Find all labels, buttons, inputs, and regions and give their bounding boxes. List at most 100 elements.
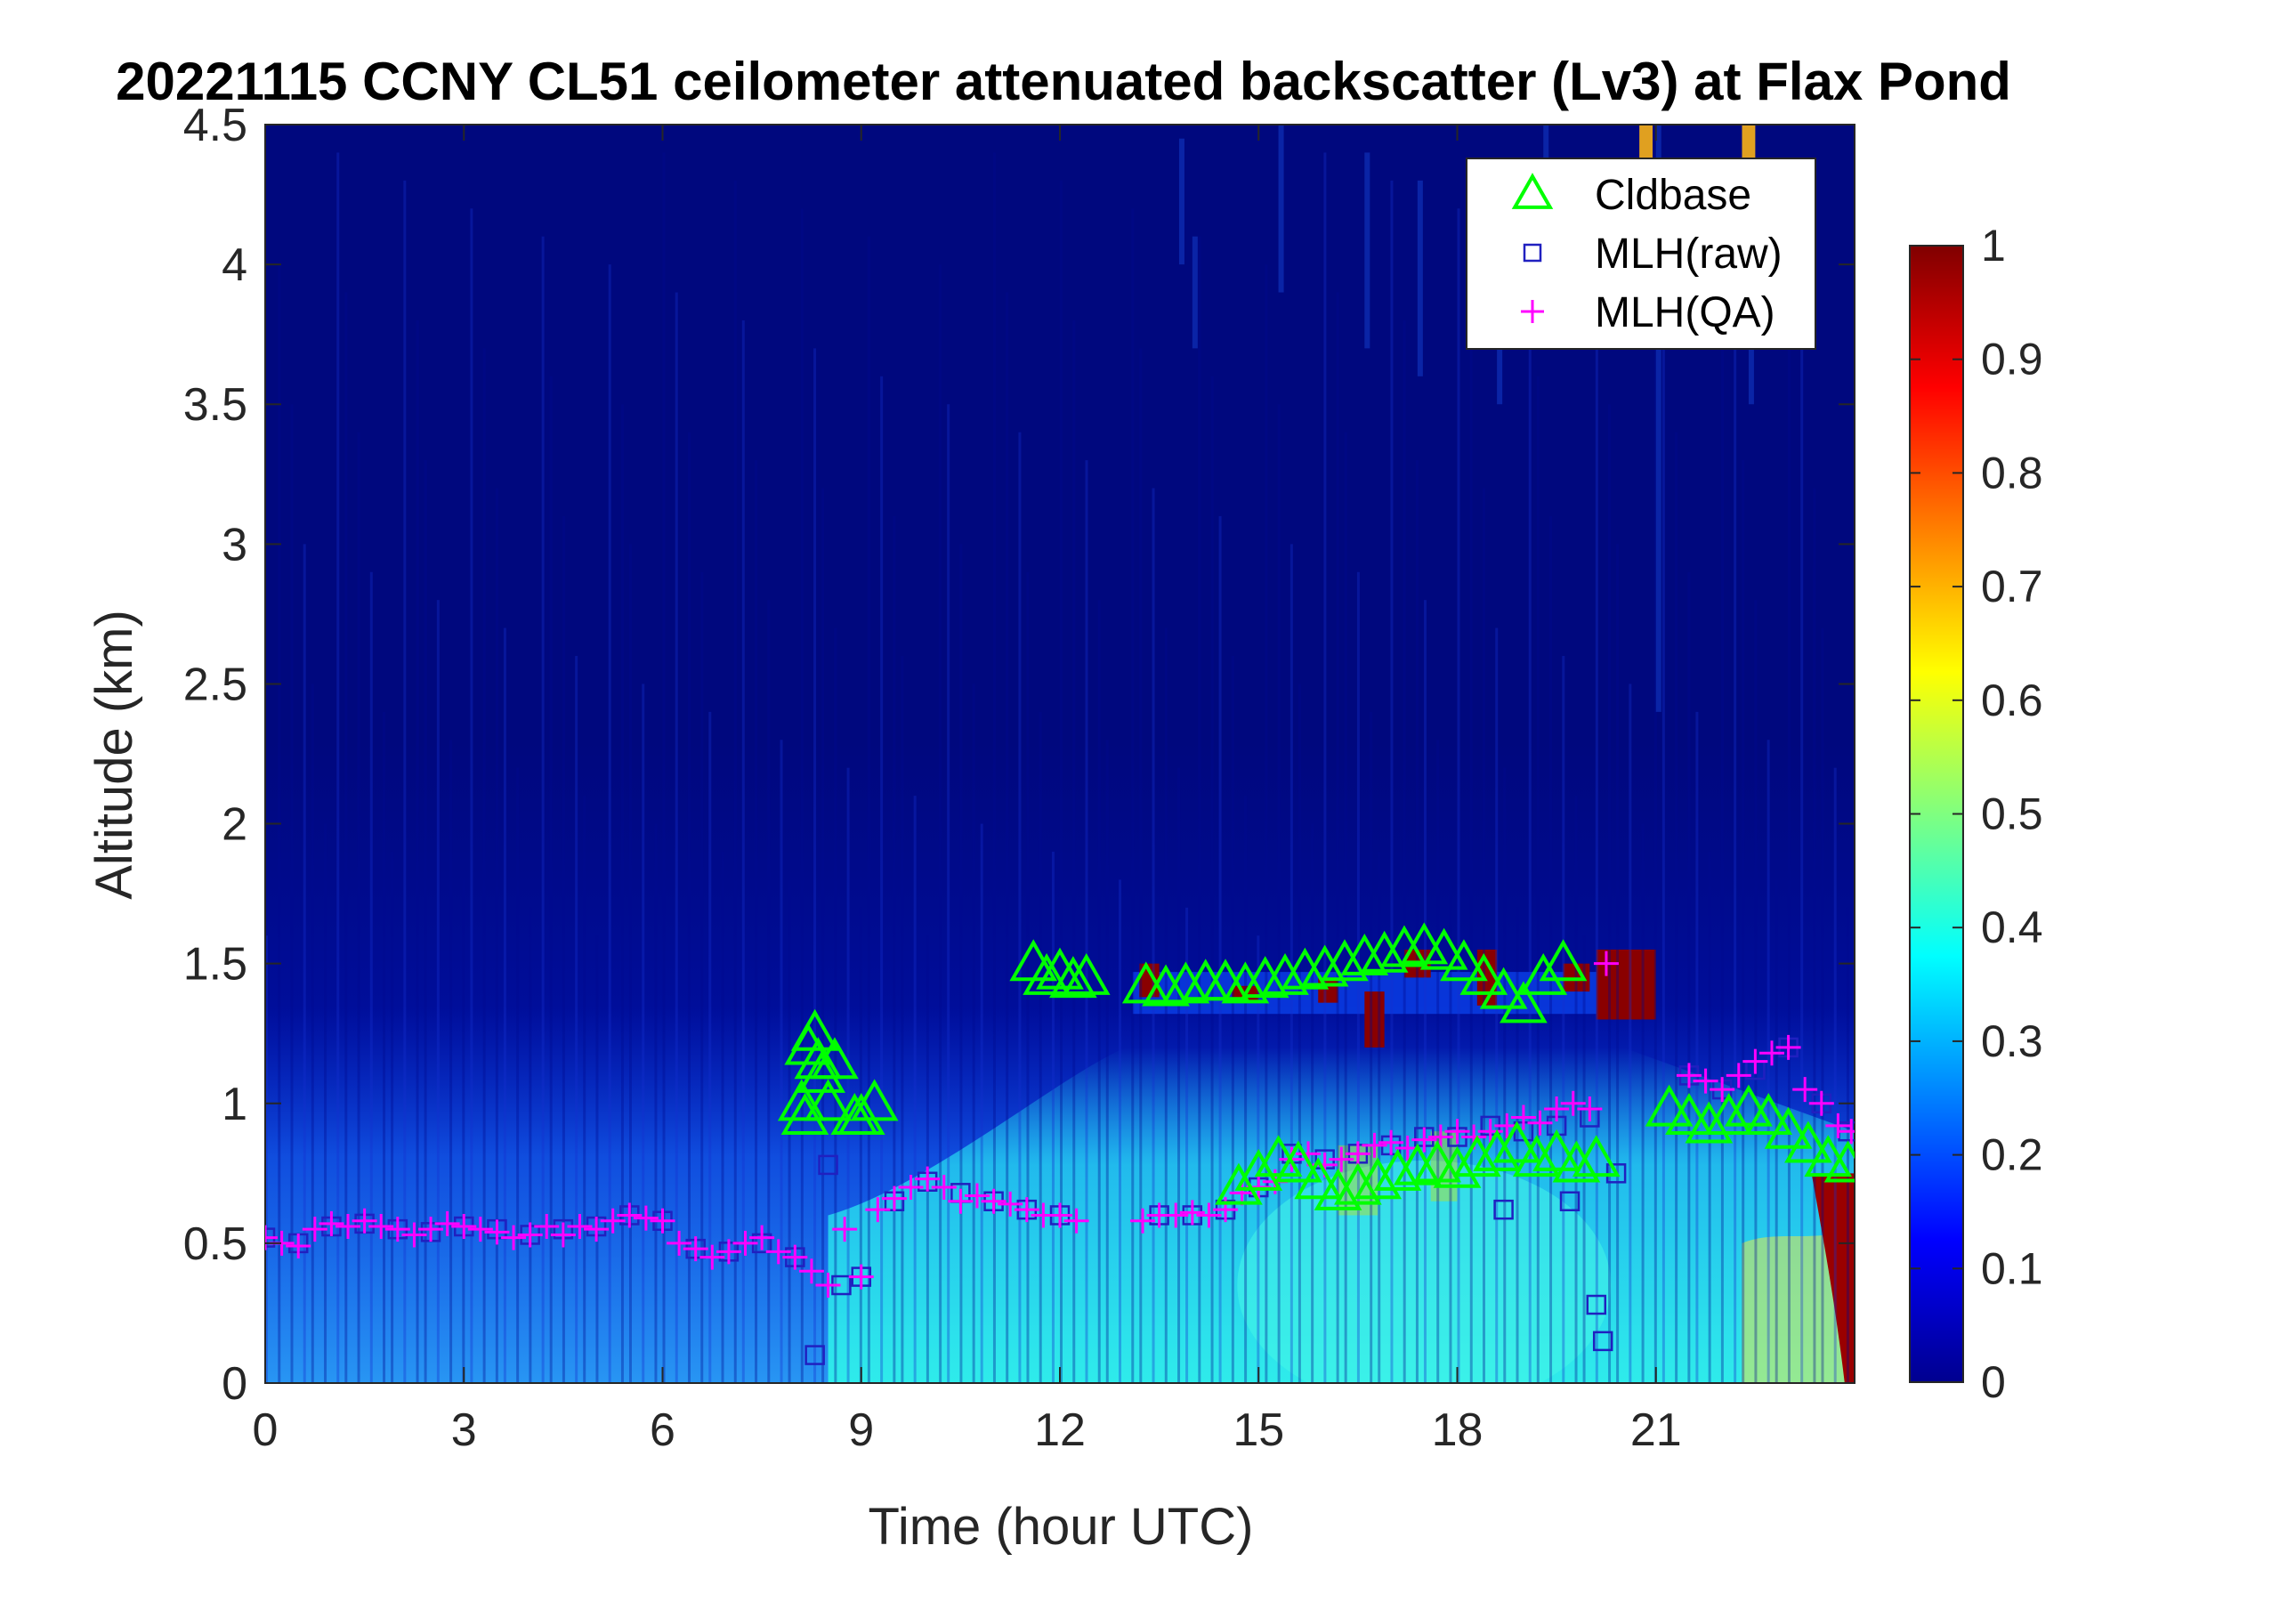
data-point-cldbase [1221,961,1270,1004]
y-axis: 0 0.5 1 1.5 2 2.5 3 3.5 4 4.5 [183,100,1855,1410]
data-point-mlh-qa [1825,1112,1851,1138]
data-point-mlh-qa [1710,1077,1735,1103]
data-point-cldbase [1512,1135,1561,1177]
data-point-mlh-qa [600,1208,626,1234]
data-point-mlh-raw [1559,1191,1581,1212]
data-point-mlh-qa [650,1208,675,1234]
data-point-mlh-qa [683,1236,708,1262]
data-point-mlh-qa [765,1239,791,1265]
data-point-mlh-raw [1493,1199,1514,1220]
data-point-cldbase [1274,1140,1322,1183]
data-point-mlh-qa [782,1244,808,1270]
legend-label-cldbase: Cldbase [1595,172,1751,219]
data-point-mlh-qa [1477,1119,1503,1145]
legend-entry-cldbase: Cldbase [1511,172,1751,219]
data-point-mlh-qa [881,1185,907,1211]
legend-marker-mlh-raw [1523,243,1542,263]
data-point-cldbase [1532,1129,1581,1171]
legend: Cldbase MLH(raw) MLH(QA) [1466,158,1816,350]
y-tick-label: 0.5 [183,1218,247,1270]
x-tick-label: 12 [1034,1404,1086,1456]
data-point-cldbase [1479,967,1528,1009]
data-point-cldbase [1473,1129,1521,1171]
data-point-mlh-qa [898,1175,924,1201]
data-point-mlh-qa [1560,1090,1586,1116]
data-point-mlh-qa [981,1188,1007,1214]
data-point-cldbase [1261,952,1309,995]
data-point-mlh-qa [948,1188,974,1214]
data-point-cldbase [1036,947,1084,990]
data-point-cldbase [780,1093,829,1136]
data-point-mlh-qa [1362,1132,1387,1158]
data-point-mlh-qa [467,1217,493,1242]
data-point-cldbase [777,1079,826,1121]
x-tick-label: 0 [253,1404,279,1456]
data-point-mlh-qa [1130,1208,1156,1234]
heatmap-surface-plume [1811,1173,1855,1383]
data-point-mlh-qa [1378,1129,1404,1155]
data-point-mlh-qa [633,1205,659,1231]
data-point-cldbase [1142,964,1190,1007]
data-point-cldbase [1685,1101,1734,1144]
data-point-mlh-qa [550,1222,576,1248]
data-point-cldbase [1300,944,1349,987]
data-point-cldbase [1440,939,1488,982]
colorbar-tick-label: 0 [1981,1357,2006,1407]
data-point-cldbase [1433,1145,1482,1188]
x-tick-label: 18 [1432,1404,1484,1456]
colorbar-tick-label: 0.4 [1981,902,2043,952]
y-tick-label: 3.5 [183,379,247,431]
data-point-mlh-qa [798,1258,824,1284]
data-point-mlh-qa [1527,1110,1553,1136]
data-point-mlh-qa [931,1175,957,1201]
data-point-mlh-qa [667,1230,692,1256]
data-point-mlh-qa [384,1217,410,1242]
x-tick-label: 21 [1630,1404,1682,1456]
data-point-mlh-qa [699,1244,725,1270]
data-point-mlh-qa [1345,1141,1370,1167]
heatmap-layers [265,125,1855,1383]
y-tick-label: 4.5 [183,100,247,151]
data-point-cldbase [1360,930,1409,973]
data-point-mlh-qa [1758,1040,1784,1066]
legend-marker-cldbase [1511,173,1554,209]
data-point-mlh-qa [1063,1208,1089,1234]
data-point-cldbase [1334,1162,1382,1205]
colorbar-tick-label: 0.5 [1981,789,2043,839]
data-point-mlh-qa [534,1214,560,1240]
data-point-mlh-qa [1593,951,1619,976]
data-point-cldbase [1161,961,1210,1004]
data-point-mlh-qa [1427,1124,1453,1150]
colorbar-tick-label: 1 [1981,221,2006,271]
data-point-mlh-qa [1544,1096,1570,1122]
data-point-cldbase [1539,939,1588,982]
colorbar-tick-label: 0.1 [1981,1243,2043,1293]
data-point-mlh-qa [1014,1197,1039,1223]
data-point-cldbase [1234,1148,1283,1191]
data-point-mlh-qa [451,1214,477,1240]
colorbar-tick-label: 0.7 [1981,562,2043,611]
data-point-cldbase [1572,1135,1621,1177]
x-tick-label: 3 [451,1404,477,1456]
data-point-cldbase [1784,1121,1832,1163]
heatmap-aerosol-core [1237,1161,1612,1383]
colorbar-tick-label: 0.9 [1981,335,2043,384]
data-point-mlh-qa [749,1225,775,1250]
data-point-mlh-qa [815,1273,841,1299]
data-point-mlh-qa [865,1197,891,1223]
data-point-cldbase [1281,947,1330,990]
data-point-cldbase [1373,1148,1422,1191]
data-point-cldbase [1413,1140,1462,1183]
legend-label-mlh-raw: MLH(raw) [1595,231,1783,278]
heatmap-late-aerosol [1742,1229,1848,1383]
data-point-mlh-qa [265,1225,278,1250]
data-point-cldbase [1492,1121,1541,1163]
data-point-mlh-qa [584,1217,610,1242]
y-tick-label: 1 [222,1079,247,1130]
data-point-cldbase [1500,981,1548,1024]
x-tick-label: 9 [848,1404,874,1456]
data-point-mlh-qa [418,1217,444,1242]
x-tick-label: 15 [1233,1404,1284,1456]
data-point-cldbase [1552,1140,1601,1183]
data-point-mlh-raw [818,1154,838,1176]
